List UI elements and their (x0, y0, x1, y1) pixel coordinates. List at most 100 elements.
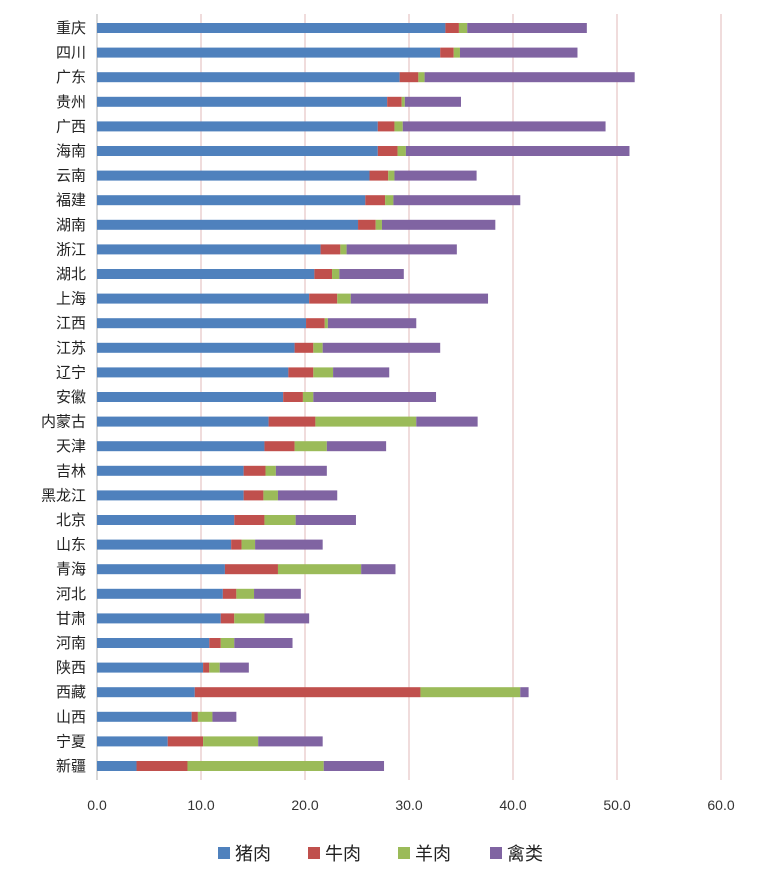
category-label: 海南 (56, 142, 86, 160)
bar-segment-1 (97, 96, 388, 107)
bar-segment-4 (255, 539, 323, 550)
bar-segment-2 (377, 146, 398, 156)
bar-segment-3 (264, 515, 296, 525)
bar-segment-1 (97, 761, 137, 771)
bar-segment-3 (302, 392, 314, 402)
bar-segment-1 (97, 47, 441, 58)
bar-segment-1 (97, 219, 359, 230)
category-label: 内蒙古 (41, 413, 86, 431)
bar-segment-3 (418, 72, 425, 83)
bar-segment-2 (224, 564, 278, 575)
bar-segment-2 (294, 342, 314, 353)
bar-segment-4 (346, 244, 457, 255)
bar-segment-3 (388, 170, 395, 181)
bar-segment-3 (263, 490, 278, 501)
bar-segment-3 (394, 121, 403, 132)
legend-label: 禽类 (507, 844, 543, 865)
bar-segment-3 (241, 539, 256, 550)
bar-segment-4 (404, 96, 461, 107)
bar-segment-4 (339, 269, 404, 279)
category-label: 西藏 (56, 683, 86, 701)
category-label: 甘肃 (56, 609, 86, 627)
bar-segment-3 (203, 736, 259, 747)
bar-segment-1 (97, 392, 284, 402)
bar-segment-2 (387, 96, 402, 107)
bar-segment-1 (97, 515, 235, 525)
bar-segment-4 (350, 293, 489, 304)
bar-segment-2 (136, 761, 188, 771)
category-label: 天津 (56, 437, 86, 455)
legend-label: 猪肉 (235, 844, 271, 865)
category-label: 江西 (56, 314, 86, 332)
bar-segment-1 (97, 146, 378, 156)
bar-segment-2 (306, 318, 325, 329)
category-label: 云南 (56, 167, 86, 185)
category-label: 重庆 (56, 19, 86, 37)
bar-segment-4 (520, 687, 529, 698)
category-label: 四川 (56, 44, 86, 62)
bar-segment-4 (234, 638, 293, 648)
x-tick-label: 0.0 (87, 797, 107, 813)
bar-segment-2 (209, 638, 221, 648)
bar-segment-2 (309, 293, 338, 304)
bar-segment-4 (416, 416, 478, 427)
bar-segment-4 (323, 761, 385, 771)
bar-segment-2 (314, 269, 333, 279)
category-label: 北京 (56, 511, 86, 529)
bar-segment-4 (258, 736, 323, 747)
bar-segment-3 (209, 662, 220, 673)
bar-segment-2 (283, 392, 303, 402)
bar-segment-3 (337, 293, 351, 304)
bar-segment-3 (277, 564, 362, 575)
bar-segment-1 (97, 736, 168, 747)
bar-segment-2 (167, 736, 204, 747)
bar-segment-3 (332, 269, 340, 279)
x-tick-label: 50.0 (603, 797, 630, 813)
x-tick-label: 10.0 (187, 797, 214, 813)
bar-segment-1 (97, 121, 378, 132)
bar-segment-2 (222, 588, 237, 599)
bar-segment-1 (97, 613, 221, 624)
bar-segment-3 (265, 465, 276, 476)
bar-segment-1 (97, 539, 232, 550)
bar-segment-4 (313, 392, 437, 402)
bar-segment-2 (445, 23, 459, 33)
bar-segment-3 (458, 23, 468, 33)
bar-segment-2 (220, 613, 235, 624)
category-label: 江苏 (56, 339, 86, 357)
bar-segment-2 (358, 219, 376, 230)
bar-segment-3 (340, 244, 347, 255)
bar-segment-1 (97, 687, 195, 698)
category-label: 河北 (56, 585, 86, 603)
bar-segment-4 (275, 465, 327, 476)
bar-segment-2 (369, 170, 389, 181)
bar-segment-4 (212, 711, 237, 722)
category-label: 吉林 (56, 462, 86, 480)
legend-swatch (398, 847, 410, 859)
bar-segment-2 (243, 465, 266, 476)
category-label: 上海 (56, 290, 86, 308)
bar-segment-3 (397, 146, 406, 156)
bar-segment-1 (97, 662, 204, 673)
bar-segment-3 (220, 638, 235, 648)
x-tick-label: 40.0 (499, 797, 526, 813)
bar-segment-4 (322, 342, 441, 353)
category-label: 黑龙江 (41, 486, 86, 504)
category-label: 河南 (56, 634, 86, 652)
bar-segment-4 (402, 121, 606, 132)
bar-segment-3 (315, 416, 417, 427)
bar-segment-2 (365, 195, 386, 206)
bar-segment-1 (97, 441, 265, 452)
bar-segment-2 (377, 121, 395, 132)
bar-segment-4 (405, 146, 630, 156)
category-label: 安徽 (56, 388, 86, 406)
bar-segment-2 (268, 416, 316, 427)
bar-segment-3 (236, 588, 255, 599)
x-tick-label: 20.0 (291, 797, 318, 813)
bar-segment-2 (288, 367, 314, 378)
bar-segment-3 (294, 441, 327, 452)
bar-segment-4 (459, 47, 578, 58)
x-tick-label: 60.0 (707, 797, 734, 813)
bar-segment-1 (97, 293, 310, 304)
bar-segment-3 (313, 367, 334, 378)
